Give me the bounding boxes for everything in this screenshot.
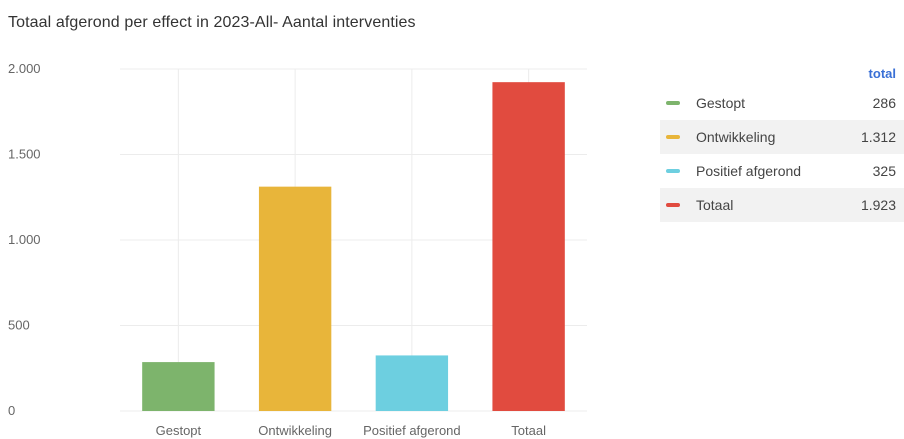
legend-item-ontwikkeling[interactable]: Ontwikkeling 1.312	[660, 120, 904, 154]
legend-item-label: Ontwikkeling	[696, 129, 776, 145]
legend-item-totaal[interactable]: Totaal 1.923	[660, 188, 904, 222]
y-tick-label: 2.000	[8, 61, 41, 76]
bar-gestopt	[142, 362, 215, 411]
y-tick-label: 0	[8, 403, 15, 418]
legend-item-value: 1.312	[860, 129, 896, 145]
legend-item-positief-afgerond[interactable]: Positief afgerond 325	[660, 154, 904, 188]
x-tick-label: Gestopt	[156, 423, 202, 438]
legend-swatch	[666, 169, 680, 173]
bar-positief-afgerond	[375, 355, 449, 411]
legend-swatch	[666, 101, 680, 105]
y-tick-label: 500	[8, 318, 30, 333]
y-axis-ticks: 0 500 1.000 1.500 2.000	[8, 61, 41, 418]
chart-title: Totaal afgerond per effect in 2023-All- …	[8, 14, 416, 31]
legend-column-header: total	[868, 66, 896, 81]
legend-item-value: 1.923	[860, 197, 896, 213]
legend-item-value: 325	[872, 163, 896, 179]
x-axis-ticks: Gestopt Ontwikkeling Positief afgerond Tota…	[156, 423, 546, 438]
legend-item-label: Gestopt	[696, 95, 746, 111]
legend-item-label: Totaal	[696, 197, 734, 213]
bar-totaal	[492, 82, 565, 412]
x-tick-label: Ontwikkeling	[258, 423, 332, 438]
legend-item-gestopt[interactable]: Gestopt 286	[660, 86, 904, 120]
x-tick-label: Positief afgerond	[363, 423, 461, 438]
bars	[142, 82, 565, 412]
x-tick-label: Totaal	[511, 423, 546, 438]
legend-item-value: 286	[872, 95, 896, 111]
y-tick-label: 1.500	[8, 147, 41, 162]
legend: total Gestopt 286 Ontwikkeling 1.312 Pos…	[660, 62, 904, 222]
bar-ontwikkeling	[258, 186, 332, 411]
legend-item-label: Positief afgerond	[696, 163, 802, 179]
y-tick-label: 1.000	[8, 232, 41, 247]
legend-swatch	[666, 135, 680, 139]
legend-swatch	[666, 203, 680, 207]
